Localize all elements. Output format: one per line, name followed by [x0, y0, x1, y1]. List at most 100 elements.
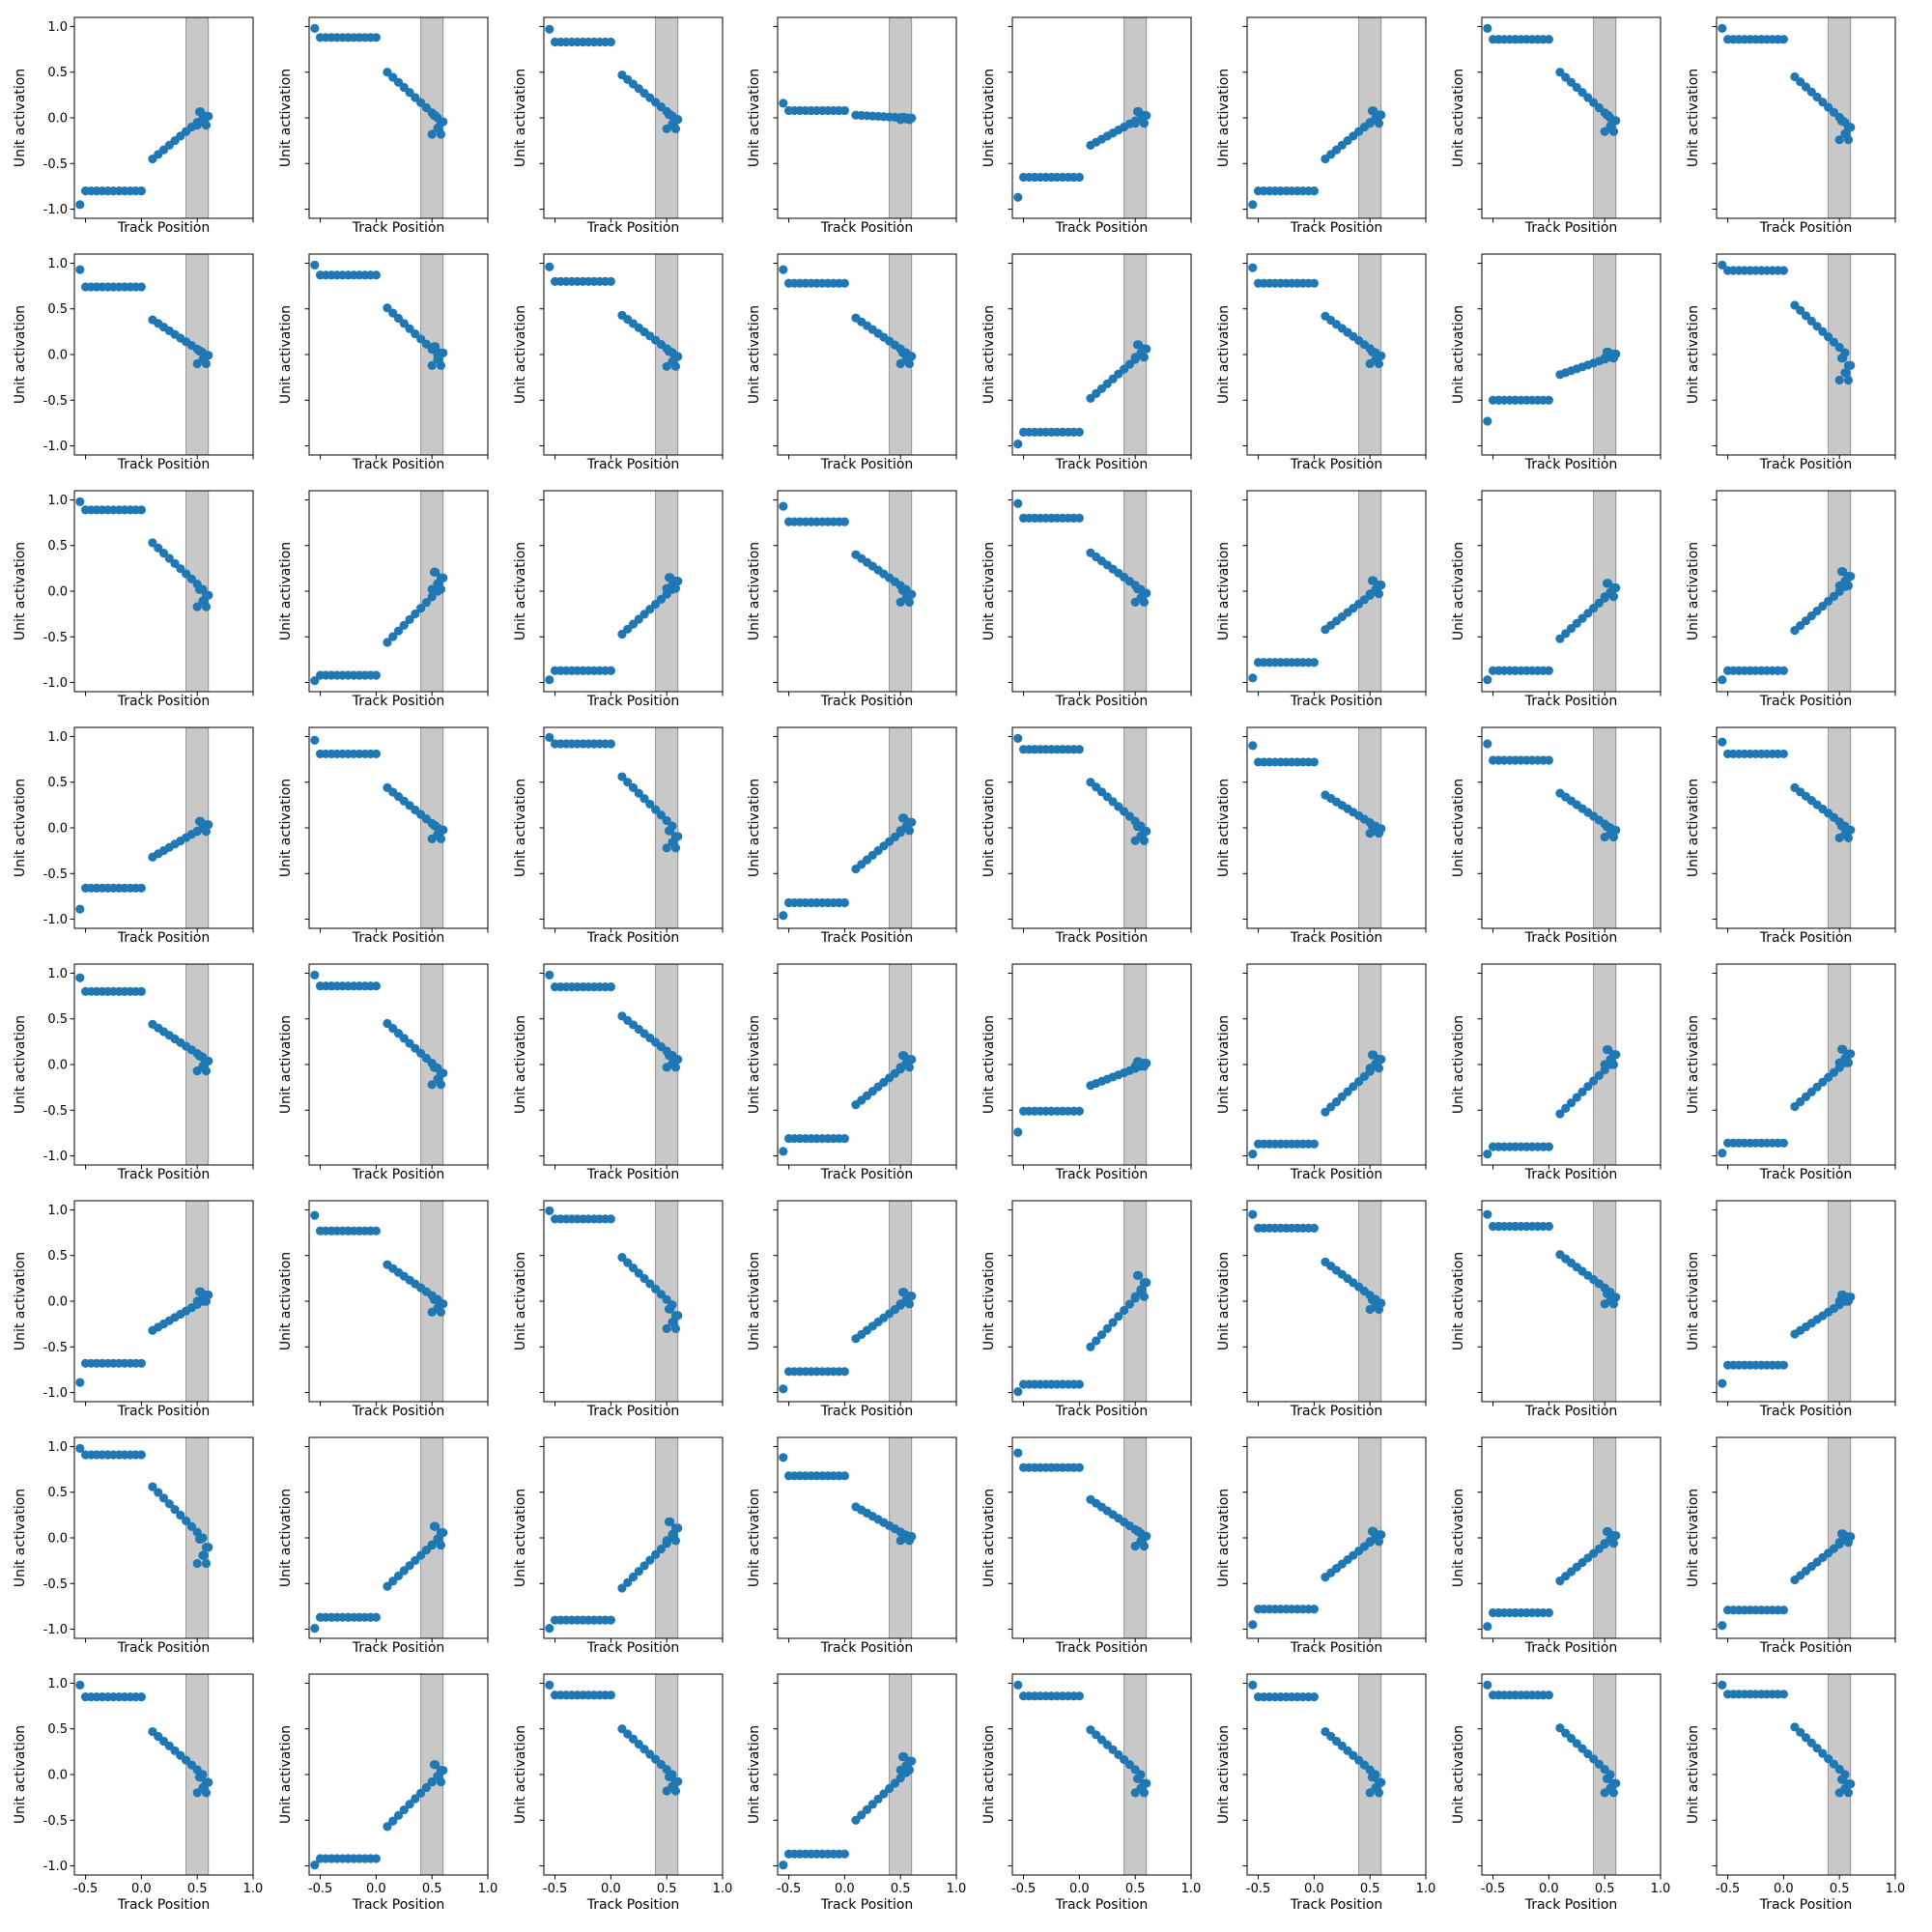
data-point [545, 1680, 554, 1690]
data-point [429, 110, 440, 121]
data-point [371, 1226, 381, 1236]
data-point [429, 1063, 440, 1072]
y-tick-label: -0.5 [43, 1814, 68, 1829]
subplot: Track Position Unit activation [278, 1436, 489, 1656]
data-point [371, 670, 381, 680]
data-point [170, 558, 180, 568]
data-point [1142, 1278, 1151, 1288]
data-point [436, 1776, 446, 1787]
axes-frame [1011, 963, 1192, 1166]
y-axis-label: Unit activation [1686, 305, 1701, 404]
data-point [164, 554, 174, 563]
data-point [1374, 1304, 1384, 1315]
data-point [606, 1615, 615, 1625]
subplot: Track Position Unit activation [1216, 1436, 1427, 1656]
data-point [1843, 1296, 1854, 1306]
data-point [606, 37, 615, 47]
data-point [1096, 1330, 1107, 1340]
axes-frame [1481, 1200, 1662, 1403]
data-point [664, 1517, 674, 1526]
y-tick-label: -1.0 [43, 1150, 68, 1164]
y-tick-label: 0.5 [47, 302, 68, 317]
x-axis-label: Track Position [117, 930, 211, 946]
data-point [1836, 1529, 1847, 1539]
x-axis-label: Track Position [1759, 1167, 1853, 1182]
data-point [310, 23, 320, 33]
x-tick-label: 0.5 [657, 1882, 677, 1896]
x-tick-label: -0.5 [308, 1882, 332, 1896]
axes-frame [1481, 1436, 1662, 1639]
y-axis-label: Unit activation [747, 1725, 762, 1824]
data-point [1718, 1621, 1727, 1631]
data-point [897, 1751, 908, 1762]
x-axis-label: Track Position [1290, 1640, 1383, 1656]
data-point [1074, 1691, 1084, 1701]
x-axis-label: Track Position [117, 694, 211, 709]
x-axis-label: Track Position [586, 1404, 680, 1419]
data-point [1778, 1138, 1788, 1148]
data-point [1483, 1209, 1492, 1219]
data-point [399, 1566, 409, 1576]
data-point [670, 124, 681, 133]
data-point [194, 1534, 205, 1544]
data-point [158, 1493, 169, 1503]
y-axis-label: Unit activation [1686, 1489, 1701, 1587]
y-axis-label: Unit activation [278, 1015, 294, 1114]
data-point [1836, 821, 1847, 831]
data-point [429, 1294, 440, 1304]
data-point [1132, 1526, 1143, 1536]
x-tick-label: 0.0 [601, 1882, 621, 1896]
y-tick-label: -0.5 [43, 1104, 68, 1119]
x-axis-label: Track Position [352, 694, 445, 709]
subplot: Track Position Unit activation [278, 253, 489, 472]
subplot: Track Position Unit activation [513, 726, 724, 946]
data-point [873, 1794, 883, 1804]
data-point [176, 1510, 185, 1520]
axes-frame [543, 1436, 724, 1639]
data-point [204, 1543, 213, 1552]
data-point [1602, 110, 1612, 120]
data-point [1555, 1109, 1565, 1119]
data-point [1013, 1680, 1023, 1690]
y-axis-label: Unit activation [747, 305, 762, 404]
axes-frame [73, 1436, 254, 1639]
data-point [154, 543, 163, 553]
axes-frame [73, 490, 254, 693]
data-point [201, 1558, 212, 1569]
x-tick-label: 1.0 [1181, 1882, 1202, 1896]
y-axis-label: Unit activation [1686, 779, 1701, 877]
data-point [416, 1550, 426, 1560]
data-point [1248, 263, 1258, 272]
data-point [651, 1284, 661, 1293]
data-point [673, 1523, 683, 1533]
subplot: Track Position Unit activation [513, 1200, 724, 1419]
data-point [136, 186, 146, 196]
subplot: Track Position Unit activation [747, 16, 957, 236]
data-point [1139, 353, 1150, 362]
data-point [857, 1810, 867, 1820]
y-axis-label: Unit activation [1216, 1489, 1232, 1587]
data-point [606, 1690, 615, 1700]
data-point [639, 1273, 649, 1284]
data-point [427, 1080, 437, 1090]
data-point [1843, 581, 1854, 590]
data-point [1132, 583, 1143, 594]
data-point [904, 1765, 915, 1775]
y-axis-label: Unit activation [1686, 542, 1701, 640]
data-point [75, 904, 85, 914]
data-point [1483, 1680, 1492, 1690]
subplot: -1.0 -0.5 0.0 0.5 1.0 Track Position Unit acti… [13, 963, 254, 1182]
data-point [897, 1288, 908, 1297]
data-point [204, 590, 213, 600]
data-point [194, 816, 205, 826]
data-point [393, 1810, 404, 1820]
data-point [1812, 1744, 1822, 1753]
data-point [662, 843, 671, 853]
y-tick-label: 1.0 [47, 967, 68, 981]
y-axis-label: Unit activation [981, 542, 997, 640]
x-axis-label: Track Position [1759, 1404, 1853, 1419]
data-point [192, 1558, 202, 1569]
y-axis-label: Unit activation [747, 779, 762, 877]
axes-frame [543, 1673, 724, 1876]
axes-frame [777, 1436, 957, 1639]
